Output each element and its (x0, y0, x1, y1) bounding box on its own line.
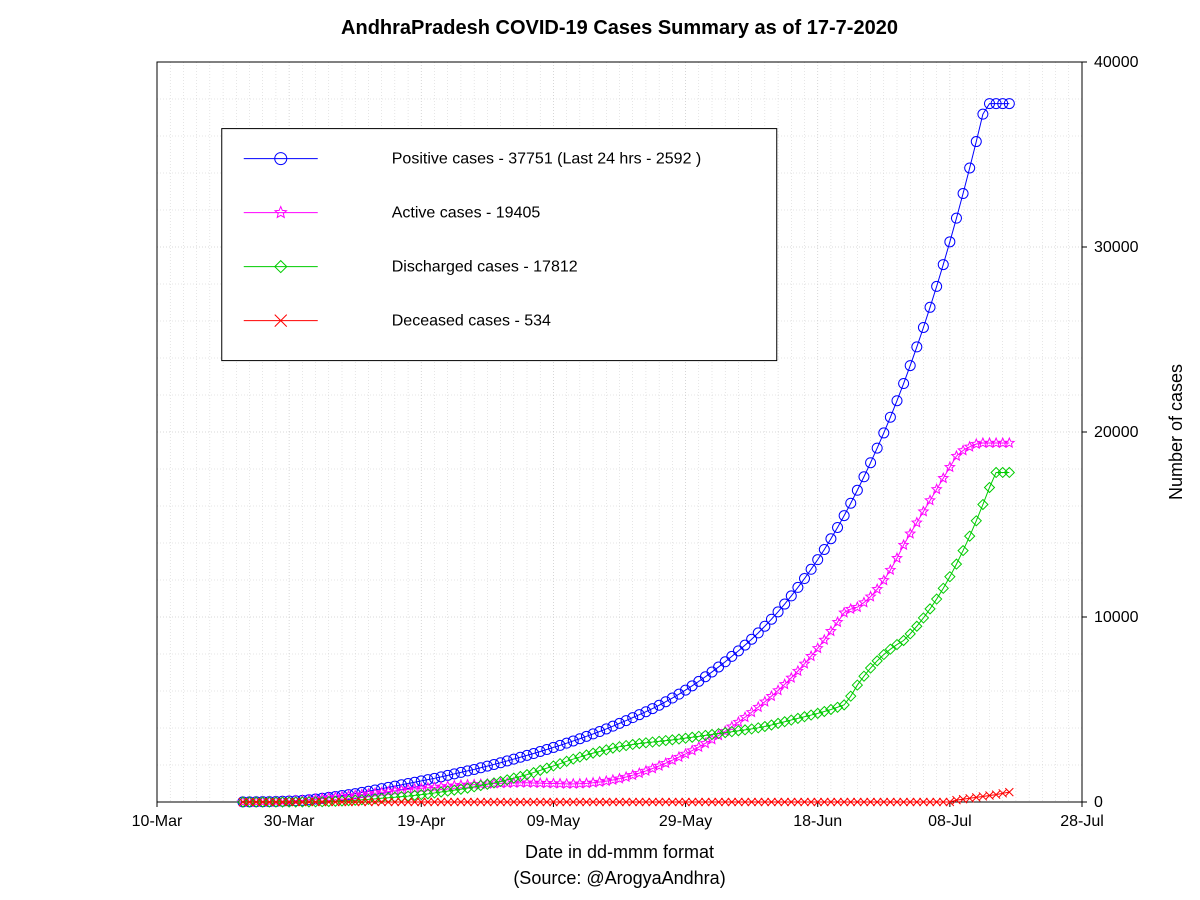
chart-container: AndhraPradesh COVID-19 Cases Summary as … (0, 0, 1200, 900)
legend-label: Deceased cases - 534 (392, 313, 551, 330)
y-tick-label: 0 (1094, 794, 1103, 811)
legend-label: Active cases - 19405 (392, 205, 541, 222)
legend-label: Discharged cases - 17812 (392, 259, 578, 276)
x-tick-label: 29-May (659, 813, 712, 830)
x-tick-label: 09-May (527, 813, 580, 830)
x-tick-label: 28-Jul (1060, 813, 1104, 830)
x-tick-label: 19-Apr (397, 813, 446, 830)
y-tick-label: 10000 (1094, 609, 1139, 626)
x-tick-label: 08-Jul (928, 813, 972, 830)
covid-chart: AndhraPradesh COVID-19 Cases Summary as … (0, 0, 1200, 900)
legend: Positive cases - 37751 (Last 24 hrs - 25… (222, 129, 777, 361)
y-axis-label: Number of cases (1166, 364, 1186, 500)
source-label: (Source: @ArogyaAndhra) (513, 868, 725, 888)
y-tick-label: 30000 (1094, 239, 1139, 256)
y-tick-label: 20000 (1094, 424, 1139, 441)
chart-title: AndhraPradesh COVID-19 Cases Summary as … (341, 17, 898, 39)
x-tick-label: 18-Jun (793, 813, 842, 830)
y-tick-label: 40000 (1094, 54, 1139, 71)
x-axis-label: Date in dd-mmm format (525, 842, 714, 862)
x-tick-label: 10-Mar (132, 813, 183, 830)
x-tick-label: 30-Mar (264, 813, 315, 830)
legend-label: Positive cases - 37751 (Last 24 hrs - 25… (392, 151, 702, 168)
